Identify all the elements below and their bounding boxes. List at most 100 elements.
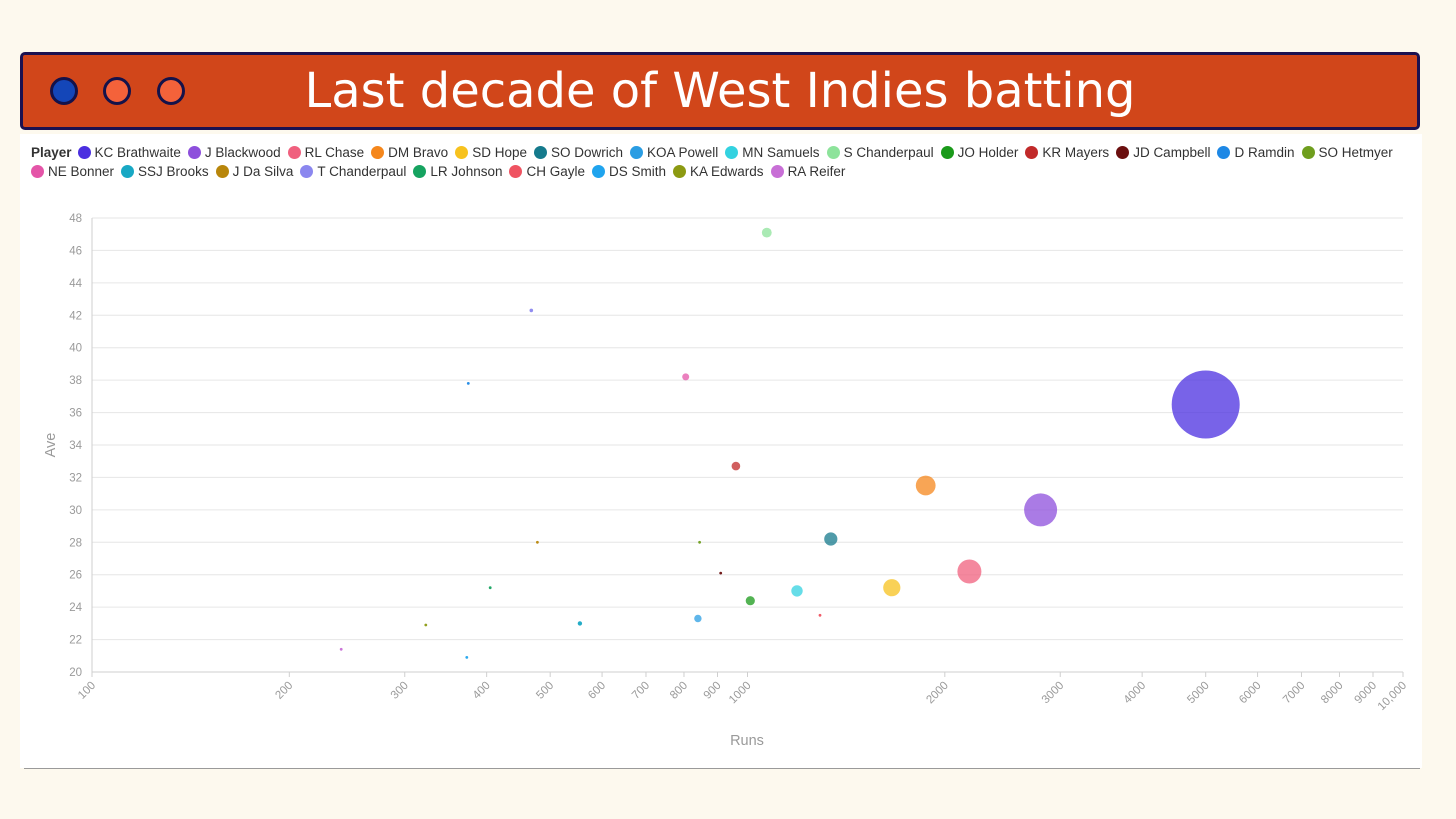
x-tick-label: 700	[630, 680, 652, 702]
legend-swatch	[215, 164, 229, 178]
bubble-jd-campbell[interactable]	[719, 571, 723, 575]
window-control-button-1[interactable]	[50, 77, 78, 105]
legend-swatch	[1217, 146, 1231, 159]
bubble-ne-bonner[interactable]	[682, 373, 690, 381]
legend-label: MN Samuels	[742, 145, 820, 160]
x-tick-label: 8000	[1319, 680, 1346, 707]
y-tick-label: 30	[69, 505, 82, 517]
bubble-sd-hope[interactable]	[883, 579, 901, 597]
legend-swatch	[371, 146, 385, 159]
legend-item-ra-reifer[interactable]: RA Reifer	[770, 163, 845, 182]
legend-label: T Chanderpaul	[317, 163, 407, 179]
y-tick-label: 36	[69, 408, 82, 420]
bubble-ra-reifer[interactable]	[339, 647, 343, 651]
bubble-jo-holder[interactable]	[745, 596, 755, 606]
legend-item-so-hetmyer[interactable]: SO Hetmyer	[1301, 144, 1393, 163]
legend-item-sd-hope[interactable]: SD Hope	[455, 144, 527, 163]
bubble-s-chanderpaul[interactable]	[761, 227, 772, 238]
legend-item-kc-brathwaite[interactable]: KC Brathwaite	[77, 144, 181, 163]
legend-swatch	[77, 146, 91, 159]
legend-item-rl-chase[interactable]: RL Chase	[287, 144, 364, 163]
legend-swatch	[592, 164, 605, 178]
bubble-ch-gayle[interactable]	[818, 613, 822, 617]
x-tick-label: 1000	[727, 680, 754, 707]
legend-label: J Blackwood	[204, 145, 281, 160]
legend-item-ka-edwards[interactable]: KA Edwards	[673, 163, 764, 182]
legend-item-mn-samuels[interactable]: MN Samuels	[725, 144, 820, 163]
legend-label: CH Gayle	[526, 163, 585, 179]
legend-item-d-ramdin[interactable]: D Ramdin	[1217, 144, 1295, 163]
legend-label: KR Mayers	[1042, 145, 1110, 160]
y-axis-label: Ave	[43, 433, 59, 458]
legend-label: KOA Powell	[646, 145, 719, 160]
bubble-mn-samuels[interactable]	[791, 585, 803, 597]
legend-item-j-da-silva[interactable]: J Da Silva	[215, 163, 294, 182]
legend-swatch	[455, 146, 469, 159]
legend-label: J Da Silva	[232, 163, 294, 179]
y-tick-label: 42	[69, 310, 82, 322]
legend-item-ds-smith[interactable]: DS Smith	[592, 163, 666, 182]
bubble-d-ramdin[interactable]	[466, 382, 470, 385]
y-tick-label: 40	[69, 343, 82, 355]
x-tick-label: 200	[273, 680, 295, 702]
legend-item-kr-mayers[interactable]: KR Mayers	[1025, 144, 1109, 163]
y-tick-label: 28	[69, 537, 82, 549]
x-tick-label: 9000	[1353, 680, 1380, 707]
x-tick-label: 800	[668, 680, 690, 702]
legend-label: LR Johnson	[430, 163, 503, 179]
bubble-dm-bravo[interactable]	[915, 475, 936, 496]
y-axis-ticks: 20 22 24 26 28 30 32 34 36 38 40 42 44 46 48	[69, 213, 82, 679]
legend-swatch	[1025, 146, 1039, 159]
legend-swatch	[287, 146, 301, 159]
bubble-rl-chase[interactable]	[957, 559, 982, 584]
legend-swatch	[413, 164, 427, 178]
legend-item-ne-bonner[interactable]: NE Bonner	[31, 163, 114, 182]
legend-swatch	[187, 146, 201, 159]
bubble-t-chanderpaul[interactable]	[529, 308, 534, 313]
legend-item-koa-powell[interactable]: KOA Powell	[629, 144, 719, 163]
bubble-ssj-brooks[interactable]	[577, 621, 583, 626]
bubble-ka-edwards[interactable]	[424, 623, 428, 627]
legend-item-lr-johnson[interactable]: LR Johnson	[413, 163, 502, 182]
legend-label: S Chanderpaul	[843, 145, 934, 160]
bubble-lr-johnson[interactable]	[488, 586, 492, 590]
bubble-so-hetmyer[interactable]	[698, 540, 701, 544]
legend-swatch	[770, 164, 784, 178]
bubble-j-blackwood[interactable]	[1024, 493, 1058, 527]
data-points	[339, 227, 1240, 659]
x-tick-label: 100	[76, 680, 98, 702]
x-axis-ticks: 100 200 300 400 500 600 700 800 900 1000 2000 3000 4…	[76, 672, 1409, 713]
legend-item-jo-holder[interactable]: JO Holder	[940, 144, 1018, 163]
legend-item-jd-campbell[interactable]: JD Campbell	[1116, 144, 1210, 163]
legend-item-j-blackwood[interactable]: J Blackwood	[187, 144, 281, 163]
legend-item-s-chanderpaul[interactable]: S Chanderpaul	[826, 144, 934, 163]
bubble-ds-smith[interactable]	[465, 656, 469, 659]
legend-label: KC Brathwaite	[94, 145, 181, 160]
legend-item-ssj-brooks[interactable]: SSJ Brooks	[121, 163, 209, 182]
window-control-button-3[interactable]	[157, 77, 185, 105]
bubble-so-dowrich[interactable]	[824, 532, 838, 546]
bubble-kr-mayers[interactable]	[731, 461, 741, 471]
y-tick-label: 32	[69, 472, 82, 484]
legend-item-t-chanderpaul[interactable]: T Chanderpaul	[300, 163, 406, 182]
legend-label: JD Campbell	[1133, 145, 1211, 160]
bubble-j-da-silva[interactable]	[536, 540, 539, 544]
x-tick-label: 6000	[1237, 680, 1264, 707]
x-tick-label: 500	[534, 680, 556, 702]
y-tick-label: 34	[69, 440, 82, 452]
x-tick-label: 400	[471, 680, 493, 702]
y-tick-label: 38	[69, 375, 82, 387]
y-tick-label: 22	[69, 635, 82, 647]
legend-item-dm-bravo[interactable]: DM Bravo	[371, 144, 448, 163]
legend-swatch	[826, 146, 840, 159]
legend-swatch	[725, 146, 739, 159]
legend-swatch	[31, 164, 44, 178]
legend-label: SO Hetmyer	[1318, 145, 1393, 160]
legend-item-so-dowrich[interactable]: SO Dowrich	[533, 144, 623, 163]
legend-item-ch-gayle[interactable]: CH Gayle	[509, 163, 585, 182]
bubble-kc-brathwaite[interactable]	[1171, 370, 1240, 439]
panel-divider	[24, 768, 1420, 769]
bubble-koa-powell[interactable]	[694, 614, 702, 623]
legend-swatch	[940, 146, 954, 159]
window-control-button-2[interactable]	[103, 77, 131, 105]
